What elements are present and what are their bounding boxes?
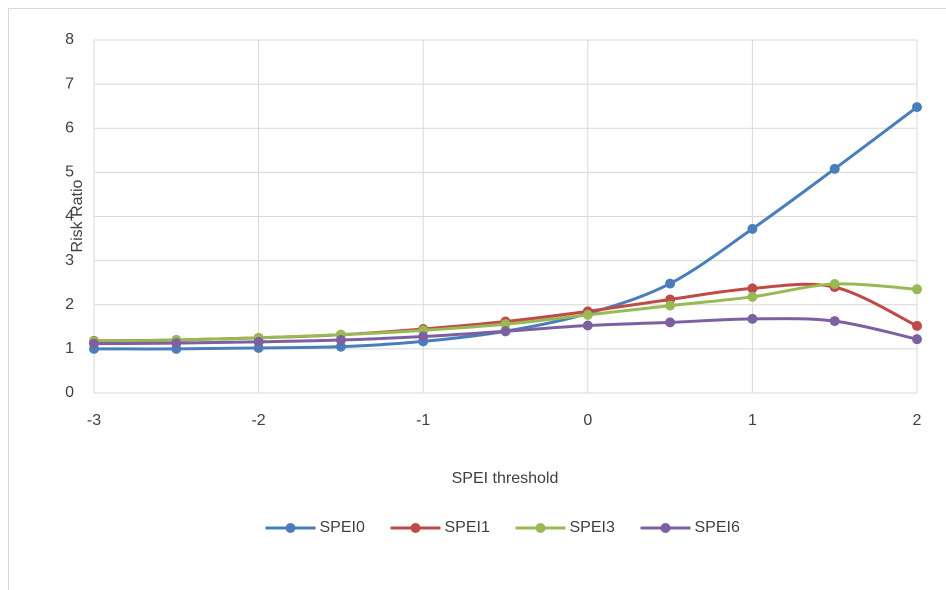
data-point (912, 334, 922, 345)
chart-frame (8, 8, 946, 590)
data-point (665, 278, 676, 289)
legend-marker (535, 523, 546, 533)
data-point (89, 338, 99, 349)
data-point (829, 316, 840, 327)
data-point (747, 291, 758, 302)
data-point (582, 309, 593, 320)
y-tick-label: 3 (65, 252, 74, 269)
x-tick-label: 1 (748, 412, 757, 429)
y-axis-label: Risk Ratio (69, 179, 86, 252)
y-tick-label: 8 (65, 31, 74, 48)
x-tick-label: 2 (913, 412, 922, 429)
y-tick-label: 1 (65, 340, 74, 357)
x-tick-label: -3 (87, 412, 101, 429)
legend-label: SPEI6 (695, 519, 740, 536)
y-tick-label: 6 (65, 119, 74, 136)
y-tick-label: 4 (65, 208, 74, 225)
data-point (253, 336, 264, 347)
x-axis-label: SPEI threshold (452, 470, 559, 487)
data-point (500, 326, 511, 337)
y-tick-label: 2 (65, 296, 74, 313)
data-point (747, 283, 758, 294)
legend-label: SPEI0 (320, 519, 365, 536)
data-point (665, 300, 676, 311)
legend-label: SPEI1 (445, 519, 490, 536)
data-point (418, 331, 429, 342)
data-point (665, 317, 676, 328)
data-point (829, 279, 840, 290)
data-point (829, 163, 840, 174)
data-point (747, 313, 758, 324)
y-tick-label: 7 (65, 75, 74, 92)
legend-label: SPEI3 (570, 519, 615, 536)
data-point (747, 223, 758, 234)
y-tick-label: 0 (65, 384, 74, 401)
data-point (912, 320, 922, 331)
x-tick-label: -1 (416, 412, 430, 429)
legend-marker (285, 523, 296, 533)
data-point (912, 284, 922, 295)
data-point (582, 320, 593, 331)
x-tick-label: 0 (583, 412, 592, 429)
x-tick-label: -2 (251, 412, 265, 429)
data-point (335, 335, 346, 346)
data-point (912, 102, 922, 113)
y-tick-label: 5 (65, 164, 74, 181)
data-point (500, 319, 511, 330)
legend-marker (410, 523, 421, 533)
data-point (171, 338, 182, 349)
legend-marker (660, 523, 671, 533)
